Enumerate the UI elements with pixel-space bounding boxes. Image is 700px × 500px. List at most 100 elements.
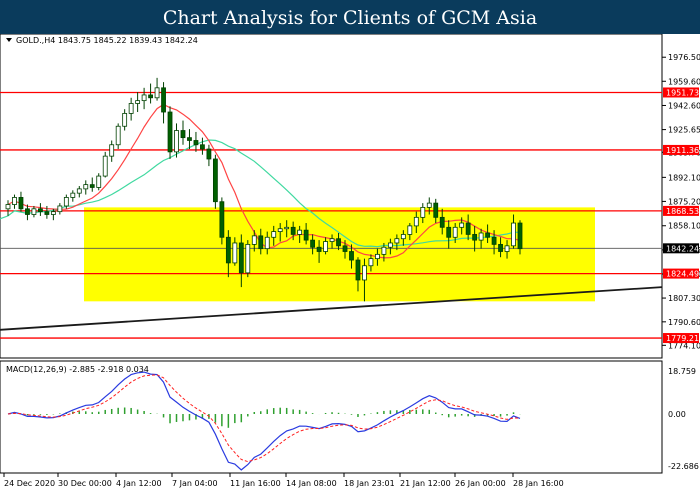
candle-bull [141, 94, 147, 102]
macd-main-line [7, 371, 521, 471]
current-price-label-bg [663, 243, 699, 254]
candle-bear [258, 235, 264, 250]
candle-bull [394, 238, 400, 244]
candle-bull [284, 226, 290, 230]
candle-bull [245, 243, 251, 274]
ma-slow-line [0, 139, 521, 248]
candle-bull [362, 265, 367, 281]
candle-bull [264, 236, 270, 250]
y-tick-label: 1790.60 [668, 318, 700, 327]
candle-bear [212, 158, 218, 203]
candle-bull [387, 242, 393, 248]
candle-bull [96, 175, 102, 188]
candle-bear [517, 222, 523, 250]
candle-bull [70, 192, 76, 198]
candle-bear [193, 140, 199, 146]
candle-bear [433, 202, 439, 218]
candle-bull [57, 205, 63, 213]
y-tick-label: 1976.50 [668, 53, 700, 62]
x-tick-label: 4 Jan 12:00 [116, 479, 162, 488]
macd-info: MACD(12,26,9) -2.885 -2.918 0.034 [6, 365, 149, 374]
candle-bull [459, 222, 465, 228]
candle-bear [446, 226, 452, 238]
candle-bull [381, 246, 387, 255]
y-tick-label: 1807.30 [668, 294, 700, 303]
candle-bull [12, 197, 17, 205]
candle-bull [277, 228, 283, 232]
candle-bull [420, 206, 426, 218]
candle-bull [297, 229, 303, 235]
level-label-bg [663, 87, 699, 98]
main-pane [0, 34, 663, 359]
candle-bull [135, 100, 141, 104]
candle-bull [232, 242, 238, 264]
candle-bear [290, 226, 296, 235]
candle-bear [498, 243, 503, 252]
candle-bull [109, 144, 115, 157]
candle-bear [225, 236, 231, 264]
level-label: 1911.36 [666, 146, 699, 155]
candle-bear [89, 184, 95, 188]
candle-bear [44, 211, 50, 215]
level-label-bg [663, 144, 699, 155]
candle-bear [465, 222, 471, 235]
candle-bull [329, 238, 335, 242]
candle-bear [355, 259, 361, 281]
level-label-bg [663, 268, 699, 279]
candle-bear [310, 239, 316, 248]
candle-bear [167, 111, 173, 153]
candle-bull [426, 202, 432, 208]
y-tick-label: 1925.65 [668, 126, 700, 135]
level-label: 1824.49 [666, 270, 699, 279]
candle-bull [400, 234, 406, 240]
candle-bull [83, 184, 89, 190]
x-tick-label: 24 Dec 2020 [4, 479, 55, 488]
candle-bull [452, 226, 458, 238]
level-label-bg [663, 333, 699, 344]
candle-bear [18, 197, 24, 210]
price-chart[interactable]: 1976.501959.601942.601925.651909.701892.… [0, 34, 700, 500]
y-tick-label: 1959.60 [668, 77, 700, 86]
x-tick-label: 18 Jan 23:01 [344, 479, 395, 488]
candle-bull [31, 208, 37, 215]
macd-y-tick-label: -22.686 [668, 462, 699, 471]
candle-bull [63, 197, 69, 207]
y-tick-label: 1774.10 [668, 341, 700, 350]
macd-pane [0, 360, 663, 474]
candle-bear [238, 242, 244, 274]
ma-fast-line [7, 103, 521, 259]
x-tick-label: 26 Jan 00:00 [455, 479, 506, 488]
page-title: Chart Analysis for Clients of GCM Asia [0, 0, 700, 34]
candle-bull [251, 235, 257, 245]
candle-bull [50, 211, 56, 215]
x-tick-label: 11 Jan 16:00 [230, 479, 281, 488]
macd-y-tick-label: 0.00 [668, 410, 686, 419]
level-label: 1779.21 [666, 334, 699, 343]
candle-bear [336, 238, 341, 247]
x-tick-label: 21 Jan 12:00 [400, 479, 451, 488]
candle-bull [271, 231, 277, 238]
candle-bull [323, 241, 328, 252]
x-tick-label: 7 Jan 04:00 [172, 479, 218, 488]
macd-signal-line [7, 374, 521, 463]
level-label: 1951.73 [666, 88, 699, 97]
candle-bull [174, 130, 179, 153]
candle-bear [342, 245, 348, 252]
candle-bear [200, 144, 205, 150]
candle-bear [303, 229, 309, 241]
candle-bear [316, 246, 322, 252]
menu-triangle-icon[interactable] [6, 38, 12, 42]
candle-bull [128, 103, 134, 114]
y-tick-label: 1875.20 [668, 197, 700, 206]
x-tick-label: 28 Jan 16:00 [513, 479, 564, 488]
candle-bear [349, 251, 354, 261]
candle-bear [472, 234, 478, 241]
candle-bear [206, 148, 212, 160]
candle-bull [122, 113, 128, 127]
symbol-info: GOLD.,H4 1843.75 1845.22 1839.43 1842.24 [16, 36, 198, 45]
support-resistance-zone [84, 207, 595, 302]
candle-bull [115, 125, 121, 146]
candle-bear [439, 216, 445, 228]
candle-bull [511, 222, 516, 247]
candle-bear [161, 87, 166, 113]
